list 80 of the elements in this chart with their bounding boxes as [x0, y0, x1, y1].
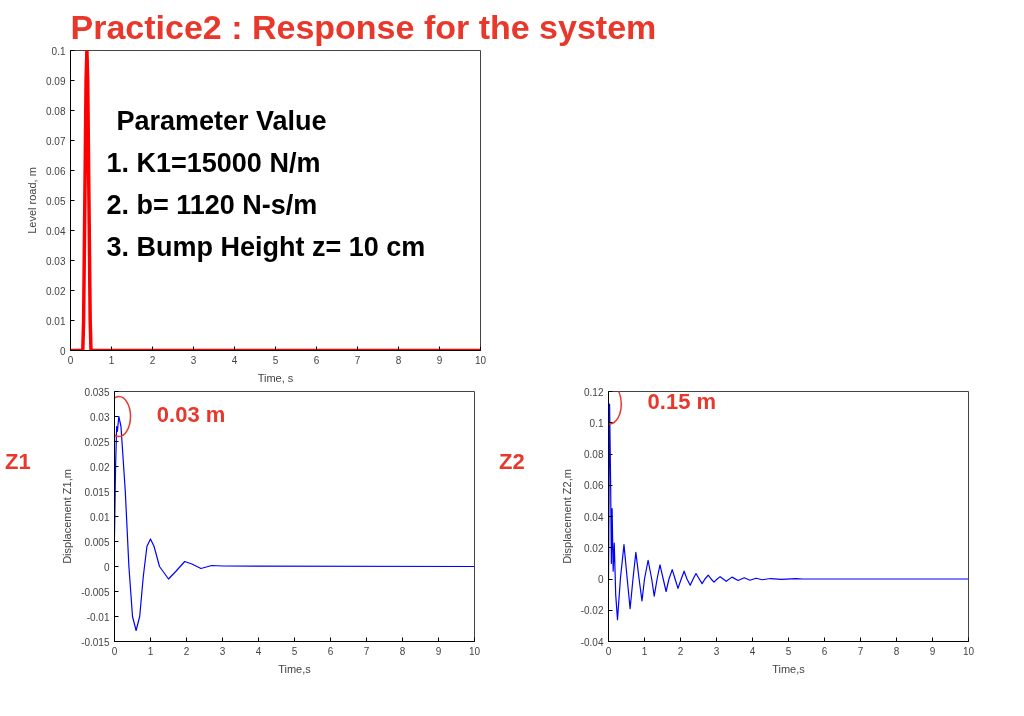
x-tick-label: 1 [641, 645, 648, 657]
x-tick-label: 3 [713, 645, 720, 657]
x-tick-label: 4 [749, 645, 756, 657]
x-tick-label: 6 [821, 645, 828, 657]
y-tick-label: 0.02 [90, 461, 110, 473]
x-tick-label: 7 [857, 645, 864, 657]
annotation: 3. Bump Height z= 10 cm [106, 231, 426, 262]
y-axis-title: Level road, m [26, 167, 39, 234]
x-tick-label: 5 [291, 645, 298, 657]
x-tick-label: 4 [231, 354, 238, 366]
x-tick-label: 4 [255, 645, 262, 657]
x-tick-label: 6 [313, 354, 320, 366]
y-tick-label: 0.07 [46, 135, 66, 147]
annotation: 0.15 m [647, 389, 717, 414]
x-tick-label: 1 [147, 645, 154, 657]
x-tick-label: 5 [272, 354, 279, 366]
y-tick-label: 0.06 [584, 480, 604, 492]
text: Z2 [499, 448, 525, 476]
y-tick-label: -0.01 [86, 611, 110, 623]
y-tick-label: -0.02 [580, 605, 604, 617]
x-tick-label: 7 [363, 645, 370, 657]
annotation: Parameter Value [116, 105, 327, 136]
y-tick-label: -0.005 [81, 586, 110, 598]
x-tick-label: 9 [929, 645, 936, 657]
x-tick-label: 8 [395, 354, 402, 366]
y-tick-label: 0 [59, 345, 66, 357]
x-tick-label: 10 [962, 645, 975, 657]
x-tick-label: 9 [435, 645, 442, 657]
y-tick-label: 0.1 [589, 417, 604, 429]
x-tick-label: 7 [354, 354, 361, 366]
y-tick-label: 0.02 [584, 542, 604, 554]
y-tick-label: 0.06 [46, 165, 66, 177]
y-axis-title: Displacement Z2,m [560, 469, 573, 564]
y-tick-label: 0.08 [584, 449, 604, 460]
x-tick-label: 9 [436, 354, 443, 366]
y-tick-label: 0.03 [46, 255, 66, 267]
x-tick-label: 0 [111, 645, 118, 657]
line-series [70, 50, 481, 351]
y-tick-label: 0.02 [46, 285, 66, 297]
y-tick-label: 0.015 [84, 486, 110, 498]
y-tick-label: 0.03 [90, 411, 110, 423]
y-tick-label: 0.01 [46, 315, 66, 327]
y-tick-label: 0.04 [584, 511, 604, 523]
y-tick-label: 0.01 [90, 511, 110, 523]
y-tick-label: 0.005 [84, 536, 110, 548]
annotation: 0.03 m [156, 401, 226, 427]
y-tick-label: 0.08 [46, 105, 66, 117]
y-tick-label: 0.035 [84, 386, 110, 398]
y-tick-label: 0.1 [51, 45, 66, 57]
chart-title: Practice2 : Response for the system [70, 7, 657, 46]
y-axis-title: Displacement Z1,m [61, 469, 74, 564]
x-tick-label: 1 [108, 354, 115, 366]
x-tick-label: 2 [183, 645, 190, 657]
annotation: 1. K1=15000 N/m [106, 147, 321, 178]
x-tick-label: 2 [149, 354, 156, 366]
y-tick-label: 0 [103, 561, 110, 573]
y-tick-label: 0.09 [46, 75, 66, 87]
y-tick-label: -0.015 [81, 636, 110, 648]
x-axis-title: Time,s [278, 662, 312, 675]
x-axis-title: Time,s [772, 662, 806, 675]
y-tick-label: 0.025 [84, 436, 110, 448]
y-tick-label: -0.04 [580, 636, 604, 648]
x-tick-label: 2 [677, 645, 684, 657]
x-tick-label: 10 [474, 354, 487, 366]
x-tick-label: 5 [785, 645, 792, 657]
x-tick-label: 3 [190, 354, 197, 366]
y-tick-label: 0 [597, 574, 604, 585]
y-tick-label: 0.04 [46, 225, 66, 237]
annotation: 2. b= 1120 N-s/m [106, 189, 318, 220]
x-tick-label: 8 [399, 645, 406, 657]
y-tick-label: 0.12 [584, 386, 604, 398]
x-axis-title: Time, s [257, 371, 294, 384]
y-tick-label: 0.05 [46, 195, 66, 207]
x-tick-label: 3 [219, 645, 226, 657]
x-tick-label: 10 [468, 645, 481, 657]
x-tick-label: 6 [327, 645, 334, 657]
x-tick-label: 0 [67, 354, 74, 366]
x-tick-label: 8 [893, 645, 900, 657]
text: Z1 [5, 448, 31, 476]
x-tick-label: 0 [605, 645, 612, 657]
